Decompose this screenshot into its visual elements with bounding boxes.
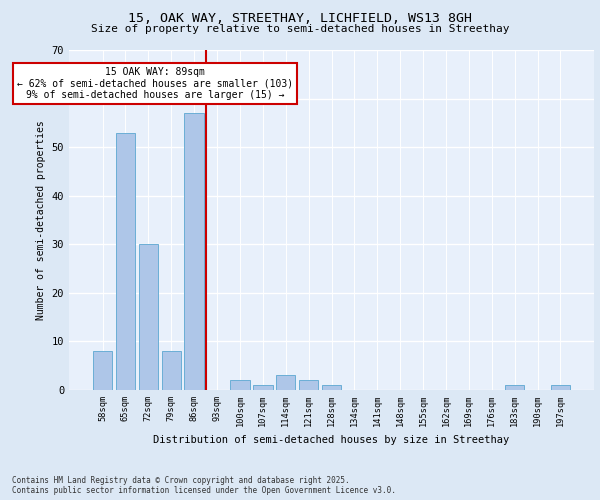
Bar: [230, 380, 250, 390]
Bar: [253, 385, 272, 390]
Bar: [139, 244, 158, 390]
X-axis label: Distribution of semi-detached houses by size in Streethay: Distribution of semi-detached houses by …: [154, 434, 509, 444]
Bar: [505, 385, 524, 390]
Bar: [322, 385, 341, 390]
Text: Size of property relative to semi-detached houses in Streethay: Size of property relative to semi-detach…: [91, 24, 509, 34]
Text: Contains HM Land Registry data © Crown copyright and database right 2025.
Contai: Contains HM Land Registry data © Crown c…: [12, 476, 396, 495]
Bar: [299, 380, 319, 390]
Y-axis label: Number of semi-detached properties: Number of semi-detached properties: [36, 120, 46, 320]
Bar: [116, 132, 135, 390]
Bar: [276, 376, 295, 390]
Bar: [184, 113, 204, 390]
Text: 15 OAK WAY: 89sqm
← 62% of semi-detached houses are smaller (103)
9% of semi-det: 15 OAK WAY: 89sqm ← 62% of semi-detached…: [17, 67, 293, 100]
Bar: [93, 351, 112, 390]
Bar: [551, 385, 570, 390]
Text: 15, OAK WAY, STREETHAY, LICHFIELD, WS13 8GH: 15, OAK WAY, STREETHAY, LICHFIELD, WS13 …: [128, 12, 472, 26]
Bar: [161, 351, 181, 390]
